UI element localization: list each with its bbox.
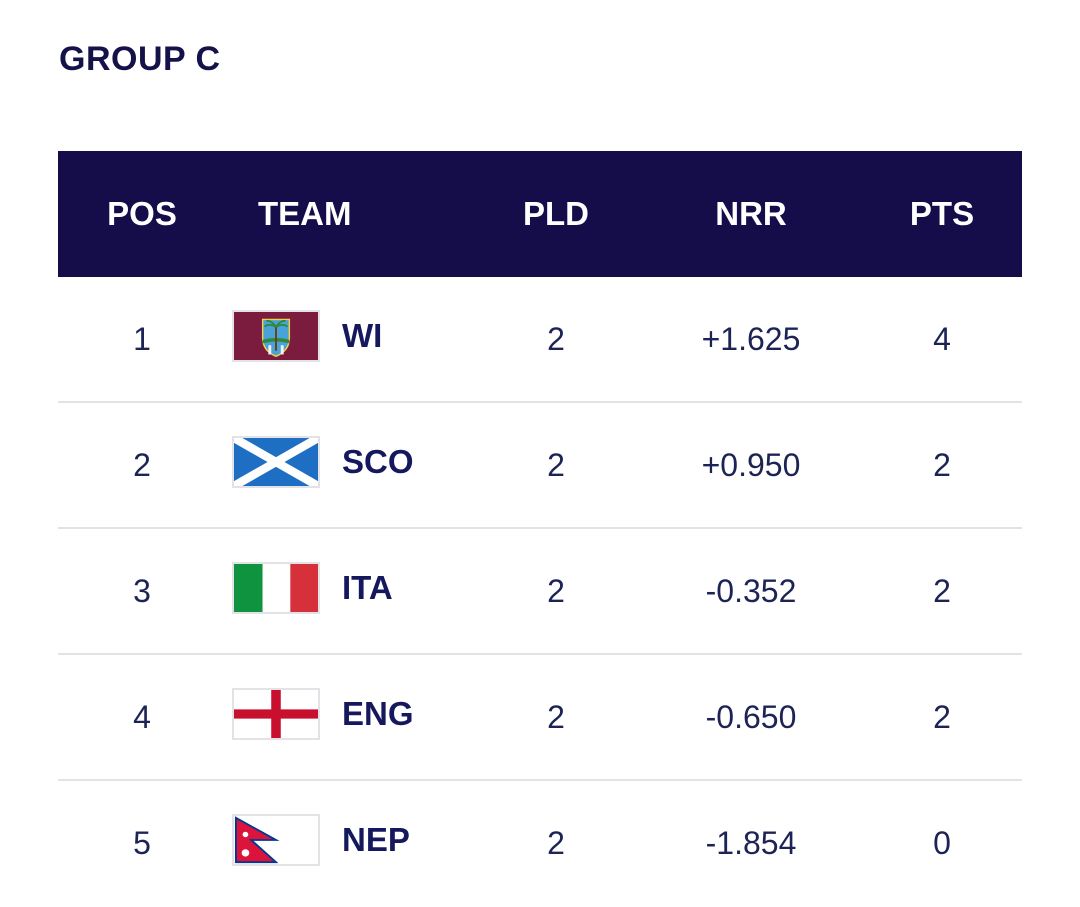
pos-cell: 5 [133,825,151,861]
header-team[interactable]: TEAM [258,195,352,232]
nrr-cell: -1.854 [705,825,797,861]
header-pts[interactable]: PTS [909,195,975,232]
pts-cell: 4 [933,321,951,357]
team-code[interactable]: ENG [342,695,414,732]
nrr-cell: -0.650 [705,699,797,735]
nrr-cell: +1.625 [701,321,801,357]
table-row[interactable]: 5 NEP 2 -1.854 0 [58,781,1022,907]
pld-cell: 2 [547,573,565,609]
header-pos[interactable]: POS [107,195,177,232]
pld-cell: 2 [547,447,565,483]
nrr-cell: -0.352 [705,573,797,609]
pld-cell: 2 [547,825,565,861]
table-row[interactable]: 1 WI 2 +1.625 4 [58,277,1022,403]
italy-flag-icon [232,562,320,614]
group-title: GROUP C [59,40,221,78]
table-row[interactable]: 3 ITA 2 -0.352 2 [58,529,1022,655]
pts-cell: 2 [933,447,951,483]
team-code[interactable]: WI [342,317,383,354]
nepal-flag-icon [232,814,320,866]
team-code[interactable]: SCO [342,443,414,480]
nrr-cell: +0.950 [701,447,801,483]
table-row[interactable]: 2 SCO 2 +0.950 2 [58,403,1022,529]
pts-cell: 2 [933,699,951,735]
team-code[interactable]: ITA [342,569,393,606]
header-pld[interactable]: PLD [523,195,589,232]
pts-cell: 0 [933,825,951,861]
header-nrr[interactable]: NRR [715,195,787,232]
team-code[interactable]: NEP [342,821,410,858]
table-header: POS TEAM PLD NRR PTS [58,151,1022,277]
pos-cell: 2 [133,447,151,483]
pts-cell: 2 [933,573,951,609]
table-row[interactable]: 4 ENG 2 -0.650 2 [58,655,1022,781]
pld-cell: 2 [547,321,565,357]
pos-cell: 4 [133,699,151,735]
england-flag-icon [232,688,320,740]
pos-cell: 3 [133,573,151,609]
west-indies-flag-icon [232,310,320,362]
scotland-flag-icon [232,436,320,488]
pld-cell: 2 [547,699,565,735]
standings-table: POS TEAM PLD NRR PTS 1 WI 2 +1.625 4 2 [58,151,1022,907]
pos-cell: 1 [133,321,151,357]
